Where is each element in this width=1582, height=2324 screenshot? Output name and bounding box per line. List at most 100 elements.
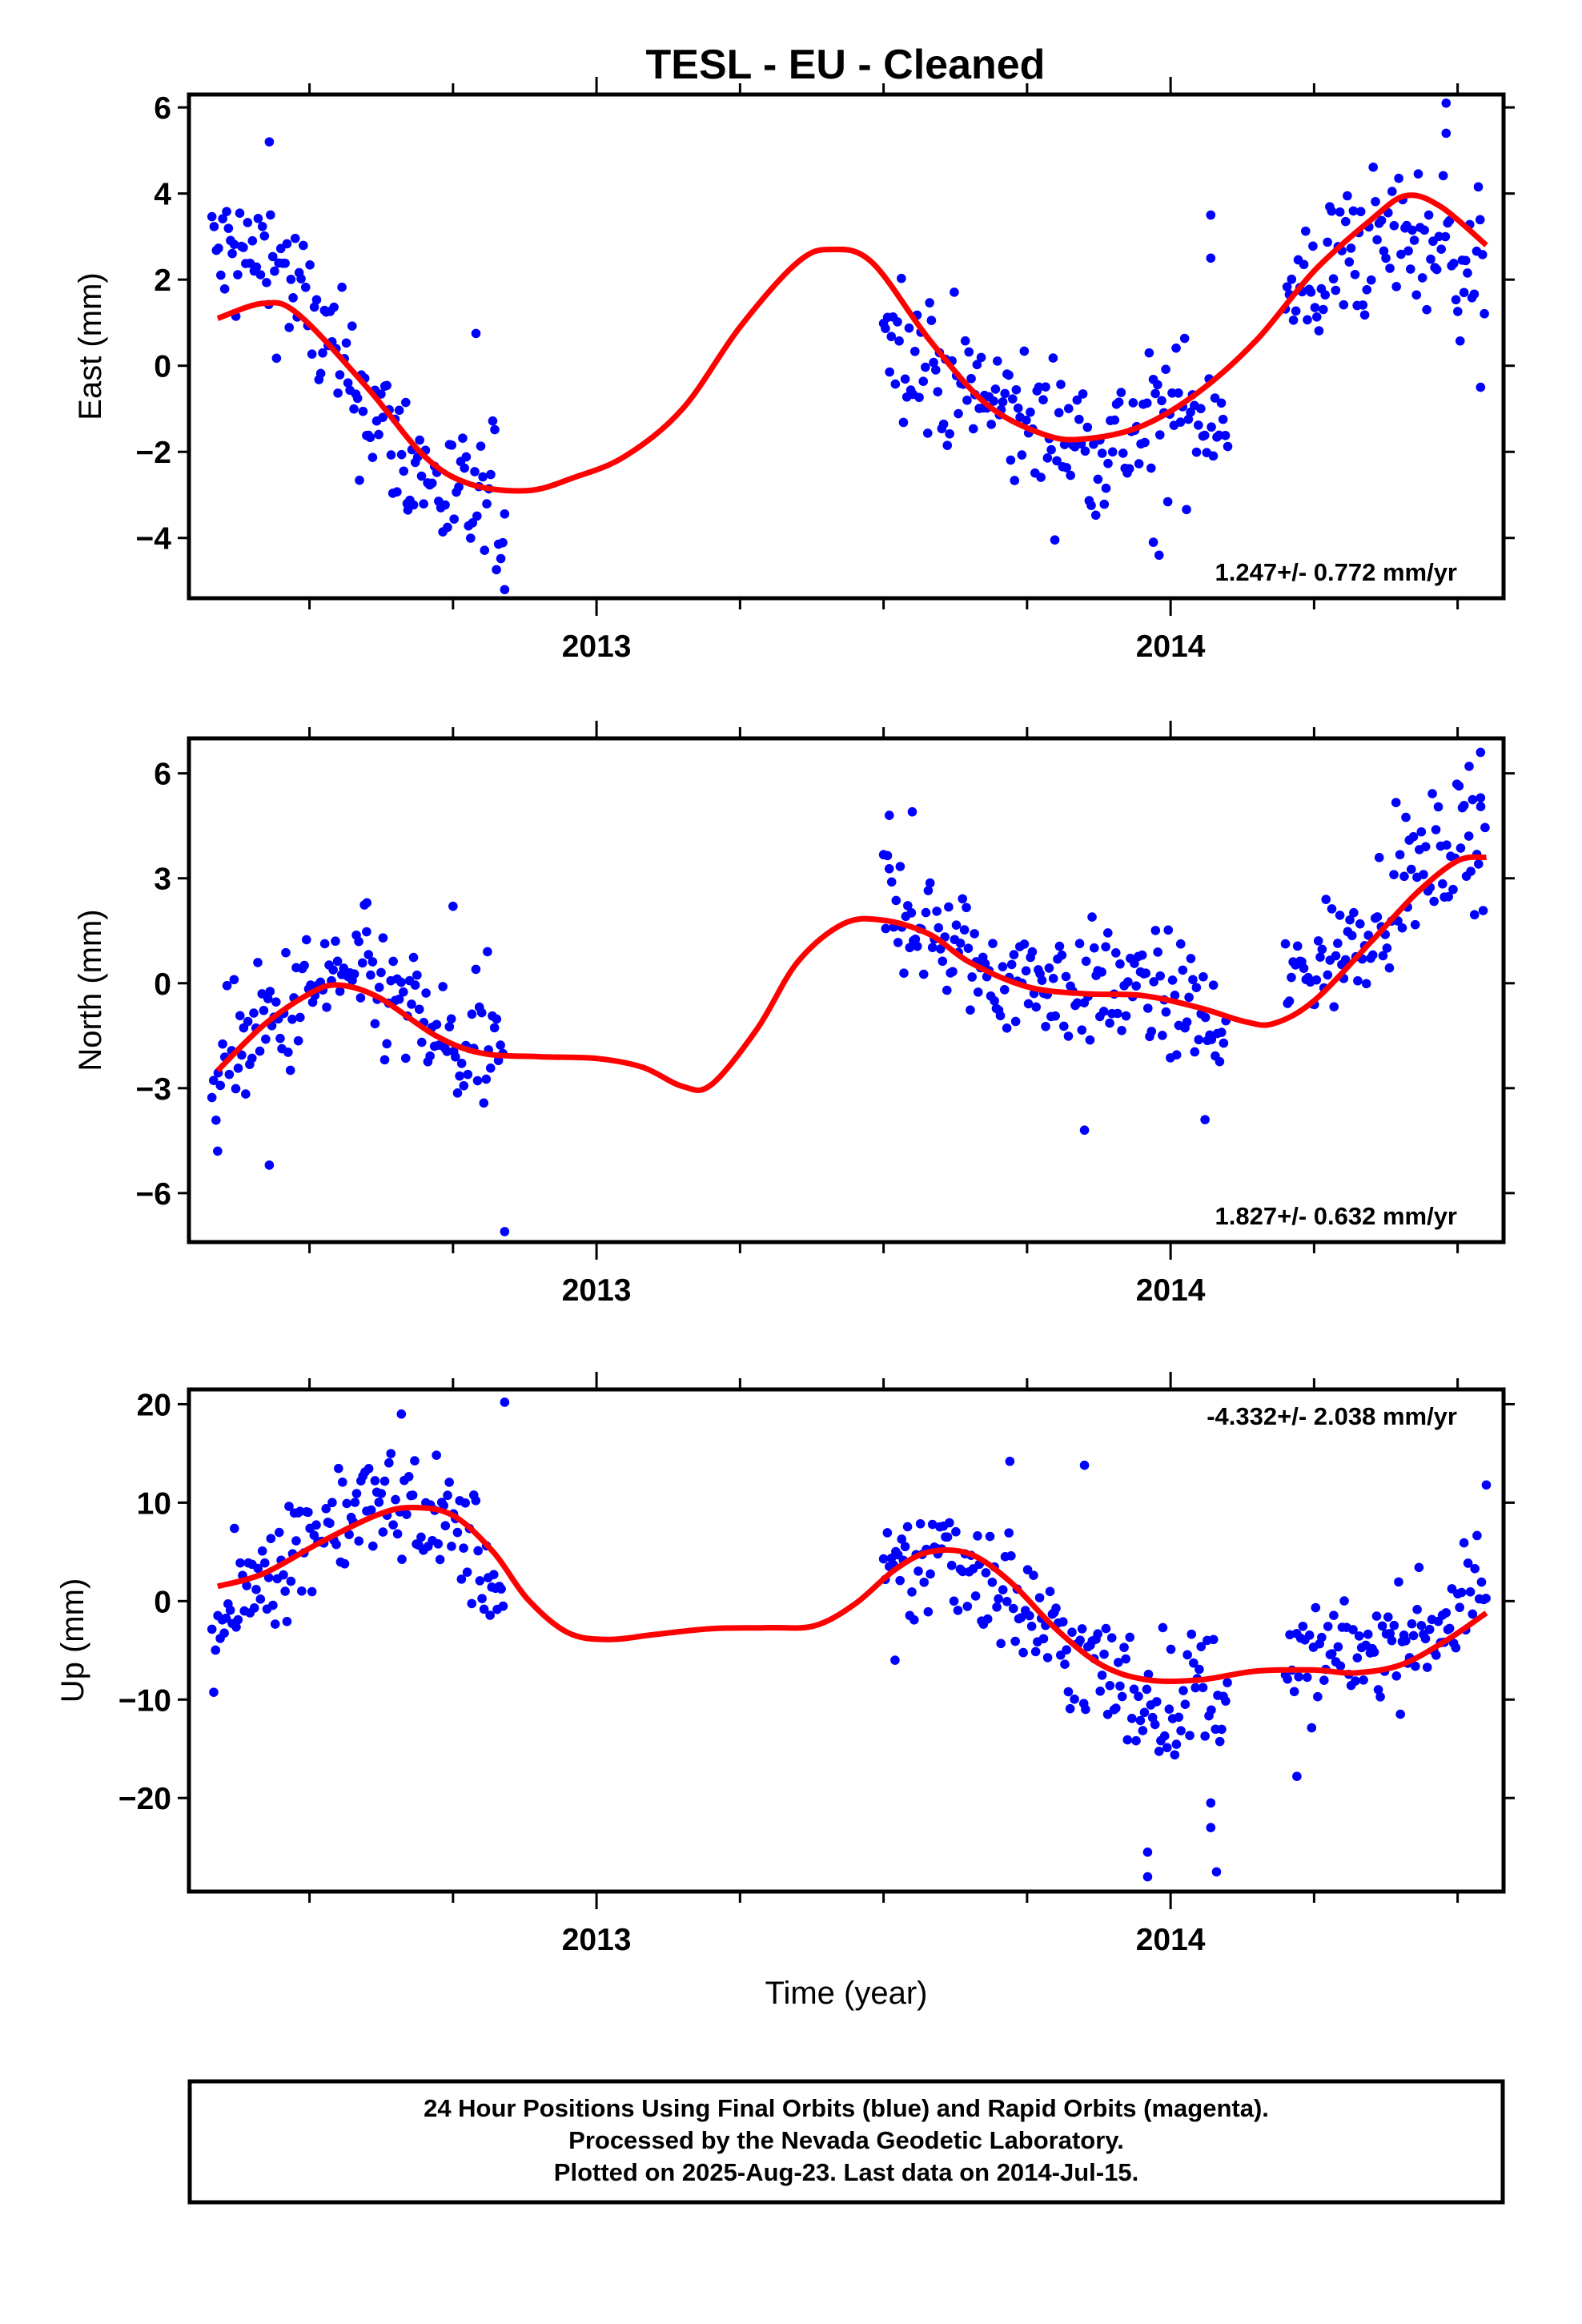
data-point <box>1453 307 1463 316</box>
data-point <box>407 999 416 1009</box>
data-point <box>926 1569 935 1579</box>
data-point <box>263 994 273 1003</box>
data-point <box>219 283 230 294</box>
data-point <box>476 441 486 451</box>
data-point <box>1004 370 1014 380</box>
data-point <box>938 956 948 967</box>
data-point <box>472 511 482 521</box>
data-point-outlier <box>1476 382 1486 392</box>
data-point <box>962 1602 973 1611</box>
data-point <box>1376 215 1387 226</box>
data-point <box>1170 991 1180 1000</box>
data-point <box>379 1055 390 1065</box>
data-point-outlier <box>1142 1848 1153 1857</box>
data-point <box>1161 364 1170 375</box>
data-point <box>1000 388 1010 399</box>
data-point <box>1355 207 1366 217</box>
data-point <box>1287 972 1296 983</box>
data-point <box>443 1490 452 1501</box>
data-point <box>1063 1031 1074 1041</box>
data-point <box>1081 1704 1090 1715</box>
data-point <box>404 1472 414 1482</box>
data-point <box>1463 268 1472 278</box>
data-point <box>301 935 311 945</box>
data-point <box>1061 971 1071 982</box>
data-point-outlier <box>1154 550 1164 561</box>
data-point <box>1058 1021 1069 1031</box>
data-point <box>370 1476 380 1486</box>
data-point <box>1220 430 1231 440</box>
data-point <box>1476 1577 1487 1587</box>
data-point <box>1352 1653 1363 1663</box>
data-point <box>1218 414 1228 424</box>
y-tick-label: −4 <box>136 522 172 557</box>
data-point <box>347 321 357 331</box>
data-point <box>1128 398 1138 408</box>
data-point <box>1416 1620 1427 1630</box>
data-point <box>209 222 219 231</box>
data-point <box>221 1613 231 1623</box>
data-point <box>455 1071 464 1081</box>
data-point <box>1391 798 1401 807</box>
data-point <box>223 223 234 233</box>
data-point <box>249 1603 259 1613</box>
data-point-outlier <box>1206 1798 1216 1808</box>
data-point <box>996 1638 1006 1649</box>
data-point <box>1468 1609 1478 1619</box>
data-point <box>275 1033 285 1043</box>
y-tick-label: −3 <box>136 1072 171 1107</box>
data-point <box>1101 483 1111 493</box>
data-point <box>255 270 266 279</box>
data-point <box>366 1505 376 1515</box>
data-point <box>1097 1671 1107 1680</box>
data-point <box>478 472 488 482</box>
data-point <box>1414 1562 1424 1573</box>
data-point <box>1200 1731 1210 1741</box>
data-point <box>1207 1035 1217 1044</box>
data-point <box>1300 226 1311 236</box>
data-point <box>1304 1630 1315 1640</box>
data-point <box>1371 1611 1382 1621</box>
data-point <box>233 1063 243 1073</box>
data-point <box>1062 463 1071 472</box>
data-point <box>488 1570 499 1579</box>
data-point <box>363 950 374 959</box>
data-point <box>235 1558 245 1568</box>
data-point <box>440 1521 451 1530</box>
data-point <box>1199 971 1208 982</box>
data-point <box>1208 980 1219 990</box>
data-point <box>262 278 271 287</box>
data-point <box>1311 1602 1321 1613</box>
data-point <box>970 929 979 939</box>
data-point-outlier <box>213 1146 223 1156</box>
data-point-outlier <box>1476 747 1486 758</box>
y-axis-label: East (mm) <box>73 272 108 420</box>
data-point <box>1042 453 1053 463</box>
data-point <box>1310 303 1320 312</box>
data-point <box>927 1519 938 1530</box>
data-point <box>1102 1709 1113 1719</box>
data-point <box>1359 310 1370 320</box>
data-point <box>1367 950 1378 960</box>
data-point-outlier <box>500 585 510 595</box>
data-point <box>994 1594 1003 1604</box>
data-point <box>1150 388 1160 399</box>
data-point <box>1292 941 1303 951</box>
data-point <box>259 1005 269 1015</box>
data-point <box>355 475 364 485</box>
data-point <box>962 903 971 913</box>
data-point <box>378 412 387 422</box>
data-point <box>438 982 448 991</box>
x-tick-label: 2013 <box>562 1273 632 1308</box>
data-point-outlier <box>890 1655 900 1665</box>
data-point <box>929 357 938 368</box>
data-point <box>293 1035 303 1046</box>
data-point <box>926 316 937 325</box>
data-point <box>948 967 958 977</box>
data-point <box>912 941 922 951</box>
data-point <box>1097 967 1106 977</box>
data-point <box>1455 336 1465 346</box>
data-point <box>339 1558 350 1569</box>
data-point <box>1289 1687 1299 1697</box>
data-point <box>1283 1674 1293 1684</box>
